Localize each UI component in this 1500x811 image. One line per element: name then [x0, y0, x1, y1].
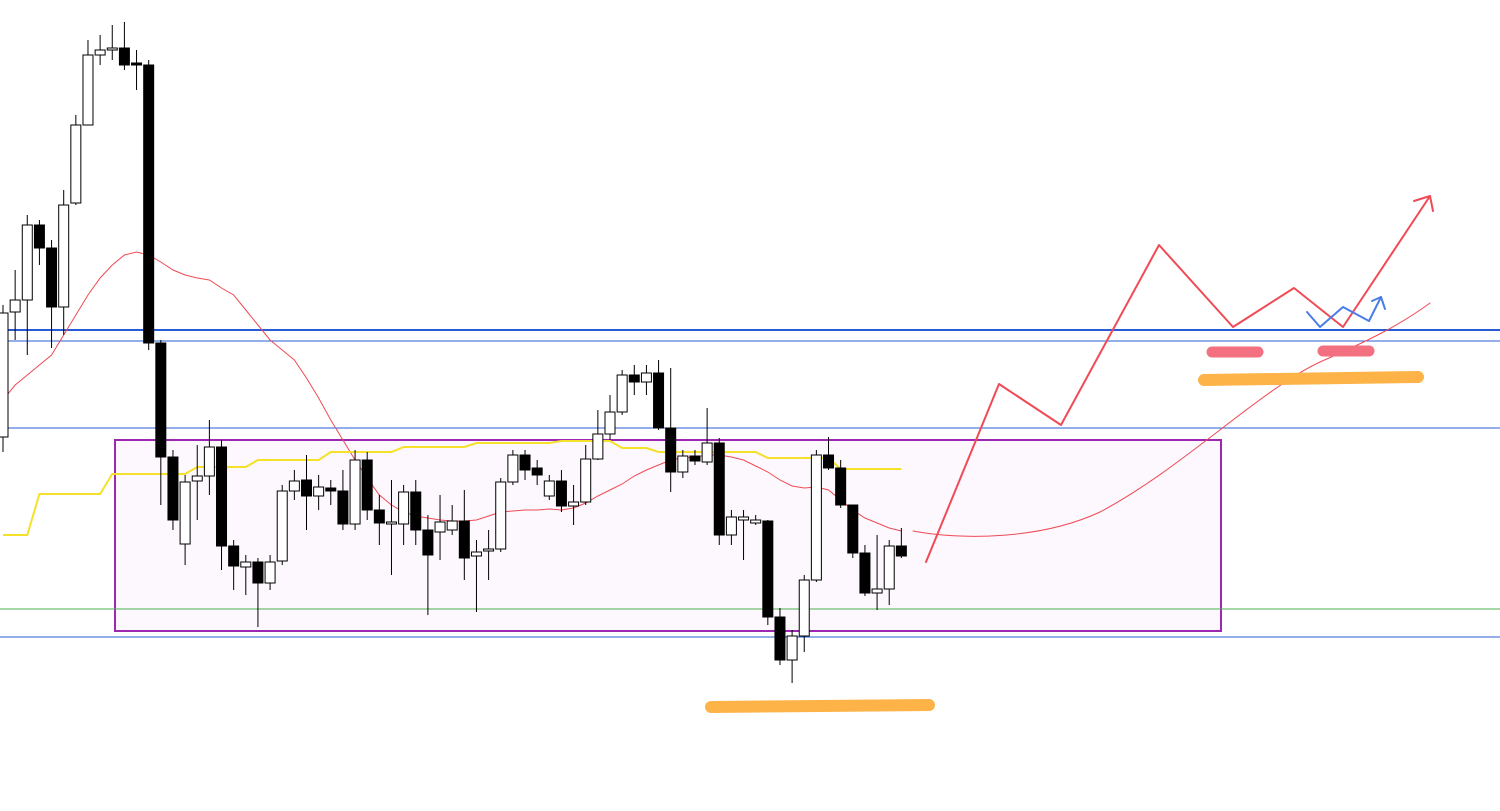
- candles-layer: [0, 22, 907, 683]
- candle-body: [628, 374, 640, 383]
- candle-body: [592, 433, 604, 460]
- candle-body: [228, 545, 240, 567]
- candle-body: [131, 62, 143, 66]
- candle-body: [9, 299, 21, 313]
- candle-body: [750, 519, 762, 524]
- candle-body: [859, 552, 871, 594]
- candle-body: [21, 224, 33, 301]
- drawings: [705, 195, 1434, 713]
- candle-body: [0, 312, 9, 438]
- candle-body: [677, 455, 689, 473]
- candle-body: [519, 454, 531, 471]
- candle-body: [786, 635, 798, 661]
- candle-body: [203, 446, 215, 477]
- candle-body: [798, 579, 810, 637]
- candle-body: [580, 458, 592, 503]
- candle-body: [531, 467, 543, 476]
- ma-projection: [912, 302, 1431, 537]
- candle-body: [470, 551, 482, 557]
- candle-body: [373, 509, 385, 524]
- candle-body: [458, 520, 470, 559]
- candle-body: [118, 47, 130, 66]
- candle-body: [871, 588, 883, 594]
- candle-body: [810, 454, 822, 581]
- candle-body: [762, 520, 774, 618]
- candle-body: [58, 204, 70, 308]
- candle-body: [713, 442, 725, 536]
- candle-body: [82, 54, 94, 126]
- candle-body: [398, 491, 410, 525]
- candle-body: [507, 454, 519, 483]
- candle-body: [106, 47, 118, 51]
- candle-body: [568, 501, 580, 507]
- candle-body: [167, 456, 179, 521]
- candle-body: [410, 491, 422, 531]
- candle-body: [46, 247, 58, 308]
- candle-body: [70, 124, 82, 204]
- candle-body: [94, 49, 106, 56]
- candle-body: [847, 504, 859, 554]
- candle-body: [495, 481, 507, 550]
- candle-body: [616, 374, 628, 413]
- indicator-line: [3, 440, 902, 536]
- candle-body: [252, 561, 264, 584]
- entry-path: [1306, 296, 1382, 328]
- candle-body: [179, 481, 191, 545]
- candle-body: [288, 480, 300, 492]
- candle-body: [738, 516, 750, 521]
- candle-body: [361, 459, 373, 511]
- candle-body: [701, 442, 713, 463]
- highlight-low: [705, 699, 935, 713]
- candle-body: [191, 475, 203, 482]
- candle-body: [349, 459, 361, 525]
- candle-body: [264, 561, 276, 584]
- candle-body: [240, 561, 252, 568]
- candle-body: [725, 516, 737, 536]
- candle-body: [895, 545, 907, 557]
- candle-body: [385, 521, 397, 525]
- candle-body: [276, 490, 288, 562]
- candle-body: [665, 427, 677, 473]
- background-layer: [0, 251, 1500, 638]
- highlight-support: [1198, 371, 1424, 386]
- candle-body: [835, 467, 847, 506]
- candle-body: [313, 486, 325, 497]
- candle-body: [689, 455, 701, 462]
- candle-body: [483, 548, 495, 552]
- candle-body: [823, 454, 835, 469]
- candle-body: [774, 616, 786, 661]
- candle-body: [653, 372, 665, 429]
- forecast-path: [925, 195, 1431, 563]
- candle-body: [543, 480, 555, 497]
- candle-body: [446, 520, 458, 531]
- candle-body: [216, 446, 228, 547]
- candle-body: [883, 545, 895, 590]
- candle-body: [301, 479, 312, 497]
- candle-body: [325, 487, 337, 492]
- candle-body: [155, 342, 167, 458]
- candle-body: [422, 529, 434, 556]
- candle-body: [337, 490, 349, 525]
- candle-body: [143, 64, 155, 344]
- forecast-arrowhead: [1413, 195, 1434, 212]
- candle-body: [640, 372, 652, 383]
- candle-body: [604, 411, 616, 435]
- candle-body: [33, 224, 45, 249]
- candle-body: [555, 480, 567, 507]
- candle-body: [434, 521, 446, 533]
- entry-arrowhead: [1371, 296, 1386, 310]
